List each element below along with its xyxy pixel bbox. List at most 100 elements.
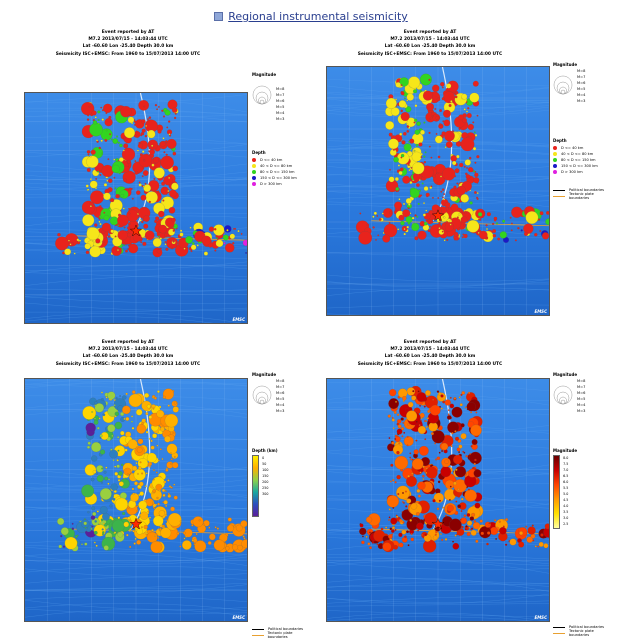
colorbar-tick: 6.5 <box>563 474 569 478</box>
panel-title: Event reported by AT M7.2 2013/07/15 - 1… <box>310 29 550 58</box>
colorbar-tick: 5.5 <box>563 486 569 490</box>
title-line-4: Seismicity ISC+EMSC: From 1960 to 15/07/… <box>55 51 201 57</box>
magnitude-label: M=6 <box>276 99 285 103</box>
magnitude-legend-title: Magnitude <box>252 72 277 77</box>
magnitude-label: M=6 <box>577 391 586 395</box>
colorbar-tick: 6.0 <box>563 480 569 484</box>
depth-label: 40 < D <= 80 km <box>260 164 293 168</box>
boundary-label: Political boundaries <box>569 188 605 192</box>
colorbar-tick: 300 <box>262 492 269 496</box>
depth-colorbar <box>252 455 259 517</box>
political-boundary-line-icon <box>553 626 565 628</box>
depth-label: 150 < D <= 300 km <box>260 176 297 180</box>
magnitude-label: M=5 <box>577 397 586 401</box>
title-line-2: M7.2 2013/07/15 - 14:03:44 UTC <box>390 347 470 353</box>
depth-label: 150 < D <= 300 km <box>561 164 598 168</box>
magnitude-label: M=7 <box>276 385 285 389</box>
depth-legend-title: Depth <box>553 138 567 143</box>
tectonic-boundary-line-icon <box>553 195 565 197</box>
boundary-label: Political boundaries <box>268 627 304 631</box>
magnitude-label: M=8 <box>276 379 285 383</box>
magnitude-label: M=4 <box>276 403 285 407</box>
magnitude-colorbar <box>553 455 560 529</box>
magnitude-label: M=8 <box>577 379 586 383</box>
seismicity-panel-3: Event reported by AT M7.2 2013/07/15 - 1… <box>8 336 314 639</box>
depth-swatch <box>553 170 557 174</box>
magnitude-label: M=3 <box>577 99 586 103</box>
legend: Magnitude M=8 M=7 M=6 M=5 M=4 M=3 Depth … <box>252 72 312 187</box>
colorbar-tick: 3.0 <box>563 516 569 520</box>
magnitude-label: M=5 <box>577 87 586 91</box>
depth-colorbar-title: Depth (km) <box>252 448 278 453</box>
magnitude-label: M=7 <box>577 75 586 79</box>
magnitude-label: M=7 <box>276 93 285 97</box>
panel-title: Event reported by AT M7.2 2013/07/15 - 1… <box>310 339 550 368</box>
magnitude-circles-icon <box>553 385 573 405</box>
tectonic-boundary-line-icon <box>252 634 264 636</box>
colorbar-tick: 50 <box>262 462 267 466</box>
magnitude-circles-icon <box>252 85 272 105</box>
magnitude-label: M=6 <box>276 391 285 395</box>
tectonic-boundary-line-icon <box>553 632 565 634</box>
magnitude-label: M=3 <box>276 409 285 413</box>
title-line-1: Event reported by AT <box>101 340 155 345</box>
seismicity-map[interactable]: EMSC <box>24 378 248 622</box>
title-line-1: Event reported by AT <box>101 30 155 35</box>
colorbar-tick: 3.5 <box>563 510 569 514</box>
seismicity-panel-2: Event reported by AT M7.2 2013/07/15 - 1… <box>310 26 616 326</box>
title-line-3: Lat -60.60 Lon -25.40 Depth 30.0 km <box>82 44 174 50</box>
magnitude-label: M=8 <box>577 69 586 73</box>
seismicity-map[interactable]: EMSC <box>24 92 248 324</box>
panel-title: Event reported by AT M7.2 2013/07/15 - 1… <box>8 29 248 58</box>
boundary-label: Political boundaries <box>569 625 605 629</box>
colorbar-tick: 200 <box>262 480 269 484</box>
magnitude-label: M=3 <box>276 117 285 121</box>
depth-swatch <box>252 158 256 162</box>
seismicity-map[interactable]: EMSC <box>326 66 550 316</box>
magnitude-label: M=3 <box>577 409 586 413</box>
political-boundary-line-icon <box>553 189 565 191</box>
depth-legend-title: Depth <box>252 150 266 155</box>
colorbar-tick: 150 <box>262 474 269 478</box>
magnitude-label: M=5 <box>276 397 285 401</box>
colorbar-tick: 7.0 <box>563 468 569 472</box>
magnitude-label: M=7 <box>577 385 586 389</box>
depth-swatch <box>553 158 557 162</box>
bullet-icon <box>214 12 224 21</box>
magnitude-label: M=4 <box>577 93 586 97</box>
depth-swatch <box>553 146 557 150</box>
magnitude-legend-title: Magnitude <box>553 62 578 67</box>
seismicity-map[interactable]: EMSC <box>326 378 550 622</box>
depth-label: D > 300 km <box>561 170 583 174</box>
title-line-2: M7.2 2013/07/15 - 14:03:44 UTC <box>88 37 168 43</box>
boundary-label: Tectonic plate boundaries <box>568 629 594 637</box>
colorbar-tick: 2.5 <box>563 522 569 526</box>
legend: Magnitude M=8 M=7 M=6 M=5 M=4 M=3 Depth … <box>252 372 312 639</box>
title-line-1: Event reported by AT <box>403 340 457 345</box>
legend: Magnitude M=8 M=7 M=6 M=5 M=4 M=3 Magnit… <box>553 372 615 637</box>
colorbar-tick: 4.0 <box>563 504 569 508</box>
depth-swatch <box>252 164 256 168</box>
magnitude-label: M=6 <box>577 81 586 85</box>
title-line-4: Seismicity ISC+EMSC: From 1960 to 15/07/… <box>55 361 201 367</box>
emsc-watermark: EMSC <box>534 615 547 620</box>
title-line-3: Lat -60.60 Lon -25.40 Depth 30.0 km <box>82 354 174 360</box>
colorbar-tick: 250 <box>262 486 269 490</box>
colorbar-tick: 100 <box>262 468 269 472</box>
regional-seismicity-link[interactable]: Regional instrumental seismicity <box>228 10 408 23</box>
magnitude-circles-icon <box>553 75 573 95</box>
depth-swatch <box>252 176 256 180</box>
depth-swatch <box>553 164 557 168</box>
title-line-4: Seismicity ISC+EMSC: From 1960 to 15/07/… <box>357 51 503 57</box>
magnitude-label: M=8 <box>276 87 285 91</box>
title-line-3: Lat -60.60 Lon -25.40 Depth 30.0 km <box>384 354 476 360</box>
magnitude-legend-title: Magnitude <box>553 372 578 377</box>
legend: Magnitude M=8 M=7 M=6 M=5 M=4 M=3 Depth … <box>553 62 615 200</box>
seismicity-panel-1: Event reported by AT M7.2 2013/07/15 - 1… <box>8 26 314 326</box>
boundary-label: Tectonic plate boundaries <box>267 631 293 639</box>
depth-label: D <= 40 km <box>561 146 584 150</box>
depth-label: D > 300 km <box>260 182 282 186</box>
depth-swatch <box>252 182 256 186</box>
depth-swatch <box>553 152 557 156</box>
title-line-2: M7.2 2013/07/15 - 14:03:44 UTC <box>390 37 470 43</box>
